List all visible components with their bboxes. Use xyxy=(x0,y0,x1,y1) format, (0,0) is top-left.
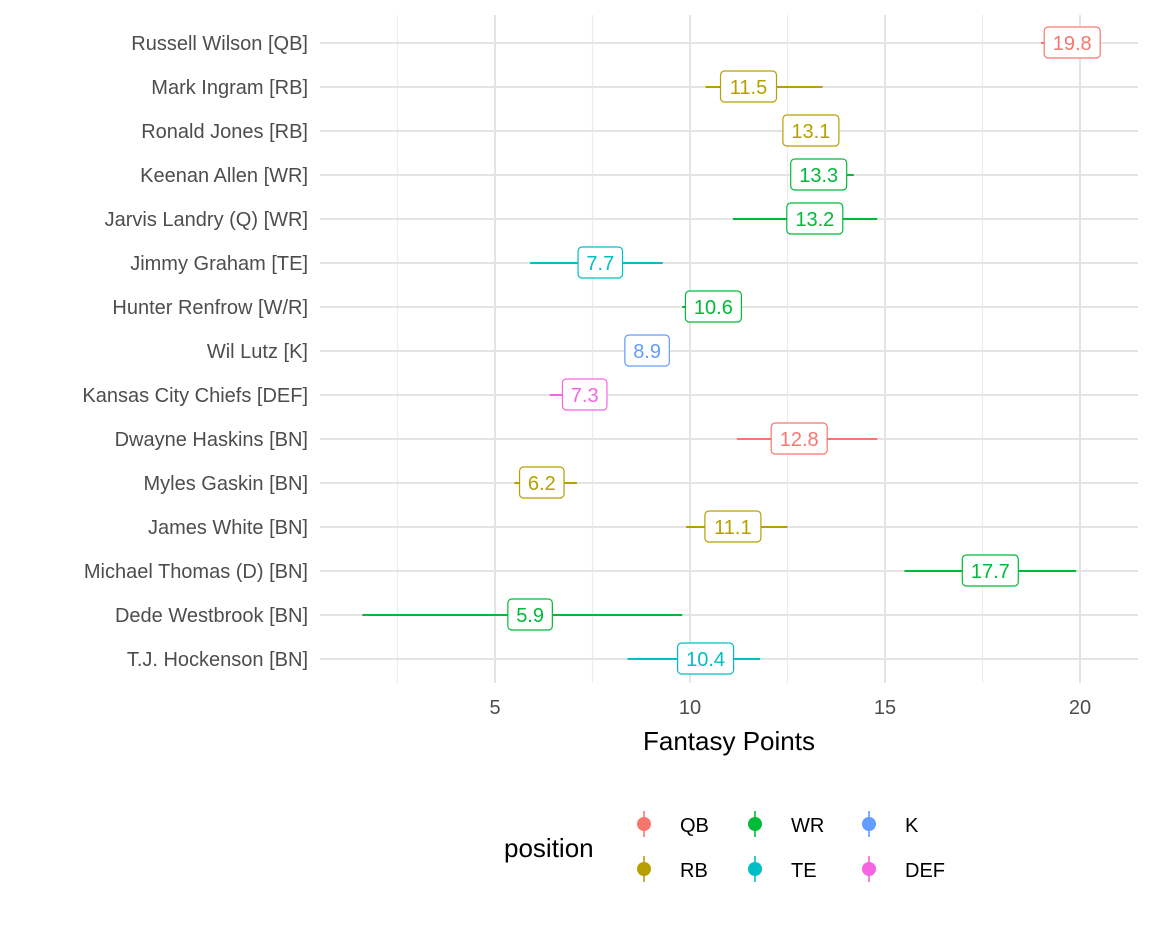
value-label-text: 13.2 xyxy=(795,209,834,231)
y-tick-label: Myles Gaskin [BN] xyxy=(144,473,308,495)
legend-key-dot xyxy=(748,817,762,831)
value-label-text: 19.8 xyxy=(1053,33,1092,55)
y-tick-label: Jimmy Graham [TE] xyxy=(130,253,308,275)
value-label-box xyxy=(684,290,743,323)
value-label: 12.8 xyxy=(770,422,828,455)
value-label-text: 12.8 xyxy=(780,429,819,451)
value-label-box xyxy=(676,642,735,675)
legend-item: K xyxy=(862,811,919,837)
legend-item-label: K xyxy=(905,815,919,837)
value-label: 11.1 xyxy=(704,510,762,543)
legend-item-label: DEF xyxy=(905,860,945,882)
value-label: 13.2 xyxy=(786,202,844,235)
value-label-box xyxy=(518,466,565,499)
value-label: 13.1 xyxy=(782,114,840,147)
value-label-text: 5.9 xyxy=(516,605,544,627)
legend-item-label: RB xyxy=(680,860,708,882)
value-label-box xyxy=(577,246,624,279)
x-tick-label: 20 xyxy=(1069,697,1091,719)
value-label-box xyxy=(786,202,844,235)
value-label-box xyxy=(704,510,762,543)
y-tick-label: James White [BN] xyxy=(148,517,308,539)
value-label-box xyxy=(507,598,553,631)
y-tick-label: Michael Thomas (D) [BN] xyxy=(84,561,308,583)
value-label-text: 17.7 xyxy=(971,561,1010,583)
y-tick-label: T.J. Hockenson [BN] xyxy=(127,649,308,671)
legend-key-dot xyxy=(862,817,876,831)
legend-item: TE xyxy=(748,856,817,882)
value-label-box xyxy=(782,114,840,147)
value-label: 19.8 xyxy=(1043,26,1101,59)
value-label: 10.4 xyxy=(676,642,735,675)
legend-key-dot xyxy=(637,817,651,831)
value-label-box xyxy=(790,158,848,191)
y-tick-label: Wil Lutz [K] xyxy=(207,341,308,363)
legend-key-dot xyxy=(748,862,762,876)
legend-key-dot xyxy=(637,862,651,876)
value-label-text: 11.1 xyxy=(714,517,751,539)
value-label-box xyxy=(624,334,670,367)
y-tick-label: Jarvis Landry (Q) [WR] xyxy=(105,209,308,231)
value-label: 6.2 xyxy=(518,466,565,499)
data-marks: 19.8 11.5 13.1 13.3 13.2 7.7 10.6 8.9 7.3 12.8 6.2… xyxy=(362,26,1101,675)
value-label: 10.6 xyxy=(684,290,743,323)
y-tick-label: Mark Ingram [RB] xyxy=(151,77,308,99)
x-axis-title: Fantasy Points xyxy=(643,726,815,756)
value-label: 7.3 xyxy=(561,378,608,411)
y-tick-label: Kansas City Chiefs [DEF] xyxy=(82,385,308,407)
legend-item: QB xyxy=(637,811,709,837)
legend-item: WR xyxy=(748,811,824,837)
legend-title: position xyxy=(504,833,594,863)
x-tick-label: 5 xyxy=(489,697,500,719)
value-label: 11.5 xyxy=(719,70,778,103)
value-label-text: 10.6 xyxy=(694,297,733,319)
legend-key-dot xyxy=(862,862,876,876)
legend-item-label: QB xyxy=(680,815,709,837)
y-tick-label: Dwayne Haskins [BN] xyxy=(115,429,308,451)
value-label-box xyxy=(561,378,608,411)
value-label-text: 10.4 xyxy=(686,649,725,671)
legend: position QB RB WR TE K DEF xyxy=(504,811,945,882)
value-label: 5.9 xyxy=(507,598,553,631)
value-label-text: 6.2 xyxy=(528,473,556,495)
y-tick-label: Ronald Jones [RB] xyxy=(141,121,308,143)
value-label-text: 8.9 xyxy=(633,341,661,363)
value-label: 13.3 xyxy=(790,158,848,191)
x-axis-tick-labels: 5 10 15 20 xyxy=(489,697,1091,719)
value-label-box xyxy=(719,70,778,103)
x-tick-label: 10 xyxy=(679,697,701,719)
value-label-text: 13.1 xyxy=(791,121,830,143)
value-label: 7.7 xyxy=(577,246,624,279)
legend-item-label: TE xyxy=(791,860,817,882)
y-axis-tick-labels: Russell Wilson [QB] Mark Ingram [RB] Ronal… xyxy=(82,33,308,671)
grid-layer xyxy=(320,15,1138,683)
legend-item-label: WR xyxy=(791,815,824,837)
value-label-text: 13.3 xyxy=(799,165,838,187)
value-label-box xyxy=(961,554,1019,587)
value-label-text: 11.5 xyxy=(730,77,767,99)
legend-item: DEF xyxy=(862,856,945,882)
y-tick-label: Dede Westbrook [BN] xyxy=(115,605,308,627)
value-label-text: 7.7 xyxy=(586,253,614,275)
y-tick-label: Hunter Renfrow [W/R] xyxy=(112,297,308,319)
y-tick-label: Keenan Allen [WR] xyxy=(140,165,308,187)
value-label: 17.7 xyxy=(961,554,1019,587)
value-label-box xyxy=(770,422,828,455)
x-tick-label: 15 xyxy=(874,697,896,719)
value-label-box xyxy=(1043,26,1101,59)
value-label-text: 7.3 xyxy=(571,385,599,407)
value-label: 8.9 xyxy=(624,334,670,367)
y-tick-label: Russell Wilson [QB] xyxy=(131,33,308,55)
legend-item: RB xyxy=(637,856,708,882)
